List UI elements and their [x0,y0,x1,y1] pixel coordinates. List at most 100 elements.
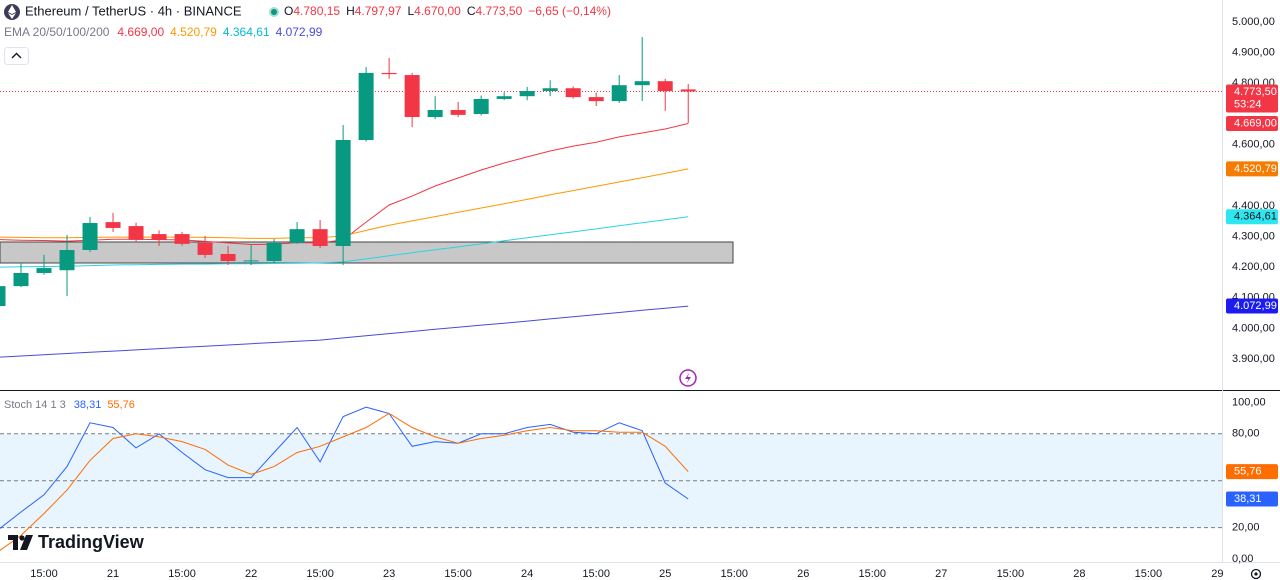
x-tick-label: 28 [1073,568,1085,580]
candle-body [197,242,213,255]
collapse-button[interactable] [4,47,29,65]
last-price-badge [1226,84,1278,113]
candle-body [312,229,328,247]
x-tick-label: 22 [245,568,257,580]
candle-body [243,260,259,262]
stoch-tick-label: 80,00 [1232,428,1260,440]
candle-body [13,272,29,287]
y-tick-label: 3.900,00 [1232,353,1275,365]
y-tick-label: 4.900,00 [1232,47,1275,59]
price-pane [0,37,1222,358]
candle-body [611,85,627,102]
ema-value: 4.072,99 [276,25,323,39]
candle-body [496,96,512,99]
stoch-badge-label: 38,31 [1234,493,1262,505]
brand-name: TradingView [38,532,145,552]
candle-body [588,97,604,102]
candle-body [266,242,282,262]
stoch-line [0,412,689,551]
stoch-value: 55,76 [107,399,135,411]
brand-mark-v [20,535,33,550]
candle-body [105,222,121,228]
ohlc-value: 4.780,15 [293,4,340,18]
candle-body [174,234,190,244]
y-tick-label: 4.400,00 [1232,200,1275,212]
x-tick-label: 15:00 [997,568,1025,580]
stoch-label: Stoch 14 1 3 [4,399,66,411]
stoch-badge-label: 55,76 [1234,466,1262,478]
x-tick-label: 26 [797,568,809,580]
candle-body [335,140,351,247]
brand-mark-dot [19,535,25,541]
flash-bolt [685,372,691,384]
candle-body [289,229,305,243]
last-price-countdown: 53:24 [1234,98,1262,110]
x-tick-label: 15:00 [720,568,748,580]
candle-body [220,253,236,262]
candle-body [427,109,443,118]
x-tick-label: 15:00 [306,568,334,580]
candle-body [151,234,167,240]
candle-body [82,223,98,250]
ema-value: 4.669,00 [117,25,164,39]
stoch-pane [0,406,1222,551]
stoch-tick-label: 100,00 [1232,396,1266,408]
brand-logo: TradingView [8,532,145,552]
ema-value: 4.520,79 [170,25,217,39]
last-price-badge-label: 4.773,50 [1234,86,1277,98]
collapse-icon [11,52,22,59]
stoch-value: 38,31 [74,399,102,411]
stoch-badge [1226,491,1278,507]
y-tick-label: 5.000,00 [1232,16,1275,28]
header: Ethereum / TetherUS · 4h · BINANCE O 4.780… [4,3,611,411]
change-value: −6,65 (−0,14%) [528,4,611,18]
ema-label: EMA 20/50/100/200 [4,25,110,39]
ema-badge [1226,209,1278,225]
ema-badge-label: 4.072,99 [1234,300,1277,312]
candle-body [128,226,144,240]
candle-body [381,72,397,75]
candle-body [680,89,696,92]
x-tick-label: 27 [935,568,947,580]
x-tick-label: 15:00 [1135,568,1163,580]
ema-badge [1226,115,1278,131]
y-tick-label: 4.600,00 [1232,139,1275,151]
stoch-tick-label: 20,00 [1232,522,1260,534]
zone-rectangle [0,241,734,264]
candle-body [450,109,466,115]
ohlc-key: C [467,4,476,18]
candle-body [519,90,535,97]
ohlc-key: L [407,4,414,18]
x-tick-label: 21 [107,568,119,580]
stoch-badge [1226,464,1278,480]
candle-body [404,75,420,118]
candle-body [473,98,489,114]
time-axis: 15:00 21 15:00 22 15:00 23 15:00 24 15:00 25 15:00… [30,568,1223,580]
ohlc-value: 4.670,00 [414,4,461,18]
candle-body [0,286,6,307]
y-tick-label: 4.200,00 [1232,261,1275,273]
ohlc-value: 4.773,50 [476,4,523,18]
ohlc-key: O [284,4,293,18]
ema-line [0,305,689,358]
x-tick-label: 24 [521,568,533,580]
ema-badge-label: 4.364,61 [1234,211,1277,223]
settings-icon[interactable] [1250,568,1262,580]
x-tick-label: 15:00 [30,568,58,580]
candle-body [36,268,52,273]
ema-badge [1226,298,1278,314]
flash-icon[interactable] [679,369,697,387]
candle-body [565,88,581,98]
ohlc-key: H [346,4,355,18]
candle-body [358,72,374,141]
x-tick-label: 25 [659,568,671,580]
candle-body [634,81,650,86]
ema-value: 4.364,61 [223,25,270,39]
price-axis: 5.000,004.900,004.800,004.600,004.400,00… [1226,16,1278,565]
ohlc-value: 4.797,97 [355,4,402,18]
x-tick-label: 15:00 [859,568,887,580]
stoch-line [0,406,689,529]
